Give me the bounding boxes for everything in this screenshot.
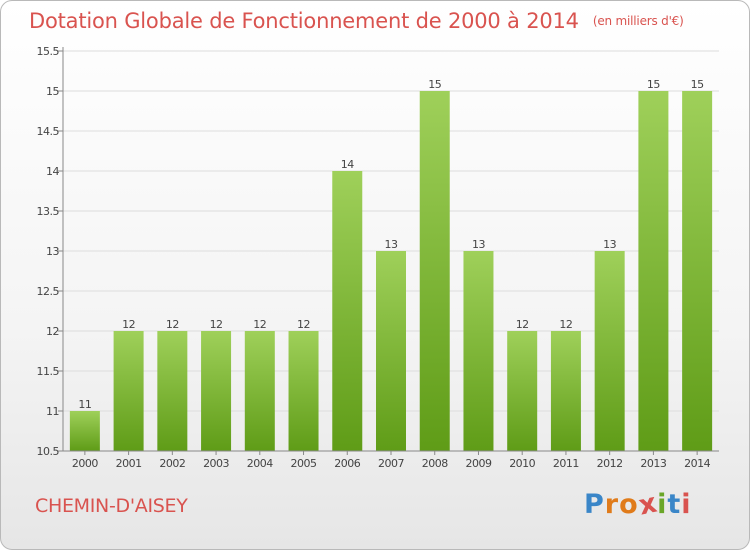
labels: 10.5 11 11.5 12 12.5 13 13.5 14 14.5 15 15.5 11 2000…	[37, 45, 712, 470]
data-label: 12	[559, 318, 572, 331]
x-tick-label: 2007	[378, 457, 404, 470]
bar-2001	[113, 331, 144, 451]
y-tick-label: 15	[46, 85, 59, 98]
bar-2006	[332, 171, 363, 451]
bar-2000	[69, 411, 100, 451]
x-tick-label: 2014	[684, 457, 710, 470]
x-tick-label: 2004	[247, 457, 273, 470]
data-label: 14	[341, 158, 354, 171]
y-tick-label: 12	[46, 325, 59, 338]
y-tick-label: 13	[46, 245, 59, 258]
bar-2004	[244, 331, 275, 451]
data-label: 12	[166, 318, 179, 331]
data-label: 13	[385, 238, 398, 251]
data-label: 13	[472, 238, 485, 251]
bar-2011	[550, 331, 581, 451]
data-label: 12	[253, 318, 266, 331]
y-tick-label: 14	[46, 165, 59, 178]
commune-name: CHEMIN-D'AISEY	[35, 495, 188, 517]
bar-2002	[157, 331, 188, 451]
logo-letter: r	[604, 489, 620, 520]
data-label: 12	[122, 318, 135, 331]
x-tick-label: 2000	[72, 457, 98, 470]
y-tick-label: 15.5	[37, 45, 60, 58]
chart-title-text: Dotation Globale de Fonctionnement de 20…	[29, 9, 579, 33]
data-label: 15	[428, 78, 441, 91]
y-tick-label: 14.5	[37, 125, 60, 138]
data-label: 15	[647, 78, 660, 91]
x-tick-label: 2008	[422, 457, 448, 470]
x-tick-label: 2012	[597, 457, 623, 470]
x-tick-label: 2013	[640, 457, 666, 470]
data-label: 12	[516, 318, 529, 331]
bar-2003	[201, 331, 232, 451]
bar-2012	[594, 251, 625, 451]
x-tick-label: 2009	[465, 457, 491, 470]
x-tick-label: 2011	[553, 457, 579, 470]
chart-unit: (en milliers d'€)	[592, 14, 684, 28]
x-tick-label: 2010	[509, 457, 535, 470]
data-label: 11	[78, 398, 91, 411]
logo-letter: t	[667, 489, 682, 520]
data-label: 12	[297, 318, 310, 331]
bar-2014	[682, 91, 713, 451]
x-tick-label: 2006	[334, 457, 360, 470]
bar-2013	[638, 91, 669, 451]
y-tick-label: 11.5	[37, 365, 60, 378]
data-label: 12	[210, 318, 223, 331]
chart-title: Dotation Globale de Fonctionnement de 20…	[29, 9, 684, 33]
logo-letter: P	[584, 489, 605, 520]
x-tick-label: 2003	[203, 457, 229, 470]
bar-2005	[288, 331, 319, 451]
axes	[58, 47, 719, 455]
y-tick-label: 13.5	[37, 205, 60, 218]
bars	[69, 91, 713, 451]
bar-2009	[463, 251, 494, 451]
bar-2007	[376, 251, 406, 451]
proxiti-logo: Proxiti	[584, 487, 692, 521]
y-tick-label: 10.5	[37, 445, 60, 458]
x-tick-label: 2005	[291, 457, 317, 470]
logo-letter: o	[619, 489, 639, 520]
y-tick-label: 12.5	[37, 285, 60, 298]
y-tick-label: 11	[46, 405, 59, 418]
bar-2010	[507, 331, 538, 451]
logo-letter: i	[657, 489, 668, 520]
data-label: 13	[603, 238, 616, 251]
logo-letter: i	[681, 489, 692, 520]
x-tick-label: 2001	[116, 457, 142, 470]
x-tick-label: 2002	[159, 457, 185, 470]
bar-2008	[419, 91, 450, 451]
data-label: 15	[691, 78, 704, 91]
